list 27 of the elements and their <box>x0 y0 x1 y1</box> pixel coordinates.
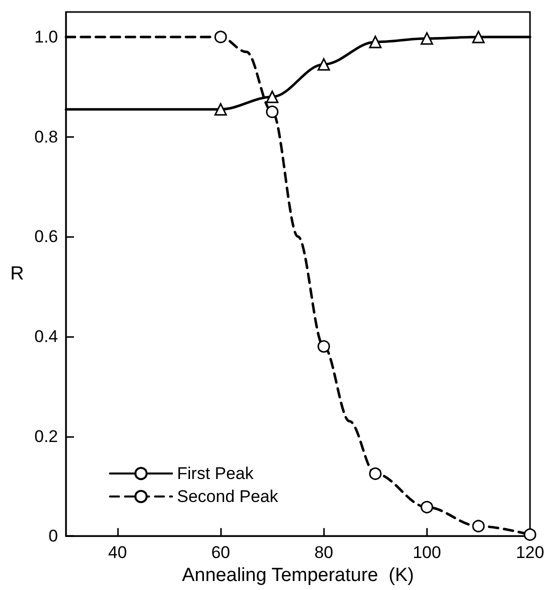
point <box>472 520 485 532</box>
point <box>266 106 278 118</box>
x-tick-label: 120 <box>516 543 544 562</box>
point <box>318 58 330 71</box>
legend-label: Second Peak <box>177 487 279 506</box>
y-tick-label: 1.0 <box>34 27 58 46</box>
point <box>318 340 330 353</box>
x-tick-label: 40 <box>108 543 128 562</box>
point <box>420 500 434 514</box>
x-tick-label: 100 <box>412 543 442 562</box>
y-tick-label: 0.4 <box>34 326 58 346</box>
point <box>369 467 382 480</box>
y-tick-label: 0.8 <box>34 127 58 146</box>
point <box>214 103 227 116</box>
point <box>266 90 278 104</box>
point <box>214 30 227 44</box>
point <box>472 30 485 44</box>
legend-label: First Peak <box>177 464 254 483</box>
y-tick-label: 0.6 <box>34 227 58 246</box>
x-tick-label: 80 <box>314 543 334 562</box>
y-tick-label: 0 <box>48 526 58 546</box>
y-axis-title: R <box>10 264 24 285</box>
point <box>420 32 434 45</box>
point <box>369 36 382 48</box>
x-tick-label: 60 <box>211 543 230 562</box>
y-tick-label: 0.2 <box>34 426 58 446</box>
x-axis-title: Annealing Temperature (K) <box>182 565 414 586</box>
